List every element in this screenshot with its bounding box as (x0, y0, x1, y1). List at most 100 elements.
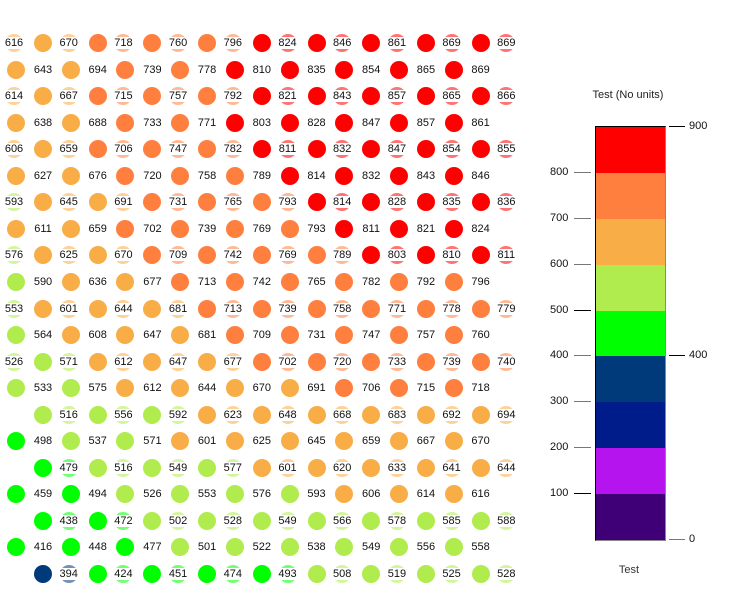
legend-bin-700 (596, 172, 665, 219)
legend-tick-label: 400 (550, 349, 569, 362)
data-dot (307, 405, 326, 424)
data-dot (471, 246, 490, 265)
data-dot (143, 193, 162, 212)
value-label: 477 (143, 541, 162, 554)
value-label: 533 (33, 382, 53, 395)
value-label: 644 (496, 461, 517, 474)
data-dot (88, 246, 107, 265)
value-label: 824 (471, 222, 490, 235)
value-label: 677 (222, 355, 243, 368)
value-label: 526 (143, 488, 162, 501)
legend-tick-label: 500 (550, 303, 569, 316)
value-label: 733 (143, 116, 162, 129)
value-label: 869 (496, 37, 517, 49)
data-dot (362, 405, 381, 424)
value-label: 556 (416, 541, 436, 554)
value-label: 782 (362, 275, 381, 288)
data-dot (389, 166, 408, 185)
data-dot (335, 538, 354, 557)
data-dot (416, 246, 435, 265)
value-label: 641 (441, 461, 462, 474)
data-dot (116, 379, 135, 398)
value-label: 718 (113, 37, 134, 49)
data-dot (471, 87, 490, 106)
data-dot (61, 272, 80, 291)
value-label: 866 (496, 90, 517, 103)
data-dot (280, 166, 299, 185)
data-dot (471, 140, 490, 159)
value-label: 522 (252, 541, 271, 554)
value-label: 601 (197, 435, 217, 448)
data-dot (307, 299, 326, 318)
data-dot (198, 565, 217, 583)
value-label: 811 (277, 143, 298, 156)
data-dot (171, 326, 190, 345)
data-dot (143, 352, 162, 371)
value-label: 645 (58, 196, 79, 209)
data-dot (116, 60, 135, 79)
data-dot (198, 352, 217, 371)
data-dot (171, 60, 190, 79)
data-dot (171, 219, 190, 238)
data-dot (416, 87, 435, 106)
data-dot (471, 458, 490, 477)
value-label: 625 (58, 249, 79, 262)
data-dot (7, 113, 25, 132)
legend-tick (669, 355, 685, 357)
value-label: 616 (3, 37, 25, 49)
value-label: 623 (222, 408, 243, 421)
value-label: 765 (222, 196, 243, 209)
legend-tick-label: 900 (689, 120, 708, 132)
value-label: 608 (88, 329, 107, 342)
data-dot (34, 34, 52, 52)
data-dot (252, 246, 271, 265)
value-label: 549 (362, 541, 381, 554)
data-dot (307, 34, 326, 52)
data-dot (280, 60, 299, 79)
data-dot (362, 352, 381, 371)
data-dot (444, 485, 463, 504)
value-label: 846 (471, 169, 490, 182)
legend-tick-label: 300 (550, 395, 569, 408)
value-label: 742 (222, 249, 243, 262)
value-label: 593 (3, 196, 25, 209)
legend-tick (574, 263, 591, 265)
data-dot (416, 405, 435, 424)
value-label: 769 (252, 222, 271, 235)
value-label: 516 (58, 408, 79, 421)
data-dot (7, 432, 25, 451)
value-label: 566 (332, 514, 353, 527)
data-dot (171, 485, 190, 504)
value-label: 757 (416, 329, 436, 342)
data-dot (143, 511, 162, 530)
value-label: 828 (307, 116, 326, 129)
value-label: 760 (471, 329, 490, 342)
data-dot (171, 272, 190, 291)
data-dot (444, 60, 463, 79)
value-label: 592 (167, 408, 189, 421)
data-dot (335, 113, 354, 132)
value-label: 438 (58, 514, 79, 527)
data-dot (335, 219, 354, 238)
legend-color-bar (595, 126, 666, 541)
data-dot (61, 485, 80, 504)
value-label: 835 (441, 196, 462, 209)
data-dot (389, 219, 408, 238)
data-dot (116, 113, 135, 132)
value-label: 869 (471, 63, 490, 76)
value-label: 789 (332, 249, 353, 262)
value-label: 645 (307, 435, 326, 448)
data-dot (444, 326, 463, 345)
data-dot (225, 326, 244, 345)
data-dot (362, 87, 381, 106)
value-label: 676 (88, 169, 107, 182)
legend-bin-400 (596, 310, 665, 357)
data-dot (252, 405, 271, 424)
value-label: 810 (252, 63, 271, 76)
value-label: 811 (362, 222, 380, 235)
data-dot (198, 140, 217, 159)
data-dot (171, 538, 190, 557)
data-dot (7, 60, 25, 79)
value-label: 720 (332, 355, 353, 368)
value-label: 633 (386, 461, 408, 474)
